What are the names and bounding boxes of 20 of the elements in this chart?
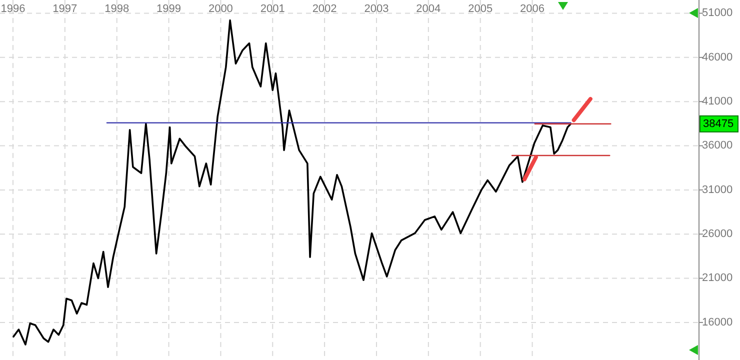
y-tick-label: 31000 <box>702 184 733 196</box>
x-tick-label: 2001 <box>260 3 285 15</box>
x-tick-label: 1996 <box>0 3 26 15</box>
x-tick-label: 1998 <box>104 3 130 15</box>
x-tick-label: 2006 <box>520 3 545 15</box>
x-tick-label: 2003 <box>364 3 389 15</box>
y-tick-label: 21000 <box>702 272 733 284</box>
x-tick-label: 2004 <box>416 3 441 15</box>
y-tick-label: 41000 <box>702 96 733 108</box>
x-tick-label: 2000 <box>208 3 233 15</box>
x-tick-label: 2002 <box>312 3 337 15</box>
y-tick-label: 36000 <box>702 140 733 152</box>
y-tick-label: 26000 <box>702 228 733 240</box>
y-tick-label: 16000 <box>702 316 733 328</box>
annotation: 38475 <box>703 118 734 130</box>
x-tick-label: 2005 <box>468 3 493 15</box>
y-tick-label: 51000 <box>702 7 733 20</box>
x-tick-label: 1997 <box>52 3 78 15</box>
y-tick-label: 46000 <box>702 51 733 64</box>
x-tick-label: 1999 <box>156 3 182 15</box>
